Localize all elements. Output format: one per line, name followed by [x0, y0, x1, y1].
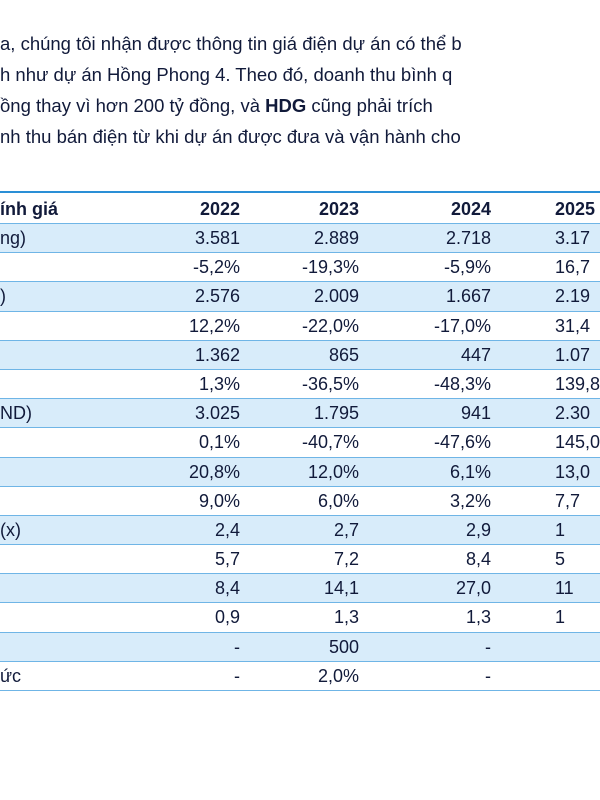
cell-2022: 8,4: [214, 578, 240, 599]
table-row: (x) 2,4 2,7 2,9 1: [0, 515, 600, 546]
table-header-row: ính giá 2022 2023 2024 2025: [0, 193, 600, 224]
cell-2024: -48,3%: [433, 373, 491, 394]
cell-2023: 2,0%: [317, 665, 359, 686]
table-row: 12,2% -22,0% -17,0% 31,4: [0, 312, 600, 341]
table-row: ND) 3.025 1.795 941 2.30: [0, 399, 600, 429]
cell-2024: -47,6%: [433, 432, 491, 453]
cell-2022: 1.362: [194, 344, 240, 365]
cell-2022: 3.581: [194, 228, 240, 248]
table-row: 1.362 865 447 1.07: [0, 340, 600, 370]
cell-2024: 1,3: [465, 607, 491, 628]
cell-2022: 20,8%: [188, 461, 240, 482]
cell-2024: 27,0: [455, 578, 491, 599]
cell-2024: 2.718: [445, 228, 491, 248]
cell-2025: 7,7: [555, 490, 581, 511]
cell-2022: 0,9: [214, 607, 240, 628]
paragraph-line-3-start: ồng thay vì hơn 200 tỷ đồng, và: [0, 95, 266, 116]
cell-2022: 0,1%: [198, 432, 240, 453]
cell-2022: 2.576: [194, 286, 240, 307]
table-row: 0,9 1,3 1,3 1: [0, 603, 600, 633]
cell-2024: 1.667: [445, 286, 491, 307]
cell-2023: 2,7: [333, 519, 359, 540]
table-row: - 500 -: [0, 632, 600, 662]
article-paragraph: a, chúng tôi nhận được thông tin giá điệ…: [0, 28, 600, 152]
cell-2024: 3,2%: [449, 490, 491, 511]
paragraph-line-2: h như dự án Hồng Phong 4. Theo đó, doanh…: [0, 64, 453, 85]
table-body: ng) 3.581 2.889 2.718 3.17 -5,2% -19,3% -5,9% 16…: [0, 224, 600, 691]
cell-2025: 1.07: [555, 344, 591, 365]
table-row: -5,2% -19,3% -5,9% 16,7: [0, 253, 600, 283]
header-year-2023: 2023: [318, 199, 359, 219]
paragraph-line-3-end: cũng phải trích: [306, 95, 433, 116]
row-label: ): [0, 286, 6, 307]
table-row: ) 2.576 2.009 1.667 2.19: [0, 282, 600, 312]
header-year-2024: 2024: [450, 199, 491, 219]
cell-2024: -17,0%: [433, 315, 491, 336]
cell-2022: 5,7: [214, 549, 240, 570]
table-row: ng) 3.581 2.889 2.718 3.17: [0, 224, 600, 254]
cell-2023: 865: [328, 344, 359, 365]
table-row: 5,7 7,2 8,4 5: [0, 545, 600, 575]
cell-2025: 2.30: [555, 403, 591, 424]
cell-2023: 2.889: [313, 228, 359, 248]
cell-2023: -19,3%: [301, 257, 359, 278]
cell-2025: 5: [555, 549, 566, 570]
cell-2023: 6,0%: [317, 490, 359, 511]
table-row: 9,0% 6,0% 3,2% 7,7: [0, 487, 600, 516]
row-label: ức: [0, 665, 22, 686]
cell-2025: 139,8: [555, 373, 600, 394]
valuation-table: ính giá 2022 2023 2024 2025 ng) 3.581 2.88…: [0, 191, 600, 691]
cell-2023: 12,0%: [307, 461, 359, 482]
cell-2022: -: [234, 665, 240, 686]
cell-2022: 3.025: [194, 403, 240, 424]
cell-2022: 9,0%: [198, 490, 240, 511]
cell-2025: 1: [555, 519, 566, 540]
cell-2024: 941: [460, 403, 491, 424]
table-row: 20,8% 12,0% 6,1% 13,0: [0, 457, 600, 487]
cell-2024: 447: [460, 344, 491, 365]
header-label: ính giá: [0, 199, 58, 219]
table-row: ức - 2,0% -: [0, 662, 600, 691]
cell-2022: 2,4: [214, 519, 240, 540]
ticker-hdg: HDG: [265, 95, 307, 116]
cell-2024: -: [485, 665, 491, 686]
cell-2023: -22,0%: [301, 315, 359, 336]
cell-2025: 13,0: [555, 461, 591, 482]
cell-2023: 2.009: [313, 286, 359, 307]
cell-2024: -5,9%: [443, 257, 491, 278]
cell-2024: -: [485, 636, 491, 657]
row-label: (x): [0, 519, 21, 540]
row-label: ng): [0, 228, 27, 248]
cell-2023: 7,2: [333, 549, 359, 570]
row-label: ND): [0, 403, 32, 424]
table-row: 1,3% -36,5% -48,3% 139,8: [0, 370, 600, 400]
paragraph-line-3: ồng thay vì hơn 200 tỷ đồng, và HDG cũng…: [0, 90, 600, 121]
cell-2023: 500: [328, 636, 359, 657]
cell-2023: 1.795: [313, 403, 359, 424]
cell-2023: 1,3: [333, 607, 359, 628]
cell-2022: -5,2%: [192, 257, 240, 278]
header-year-2025: 2025: [555, 199, 596, 219]
cell-2025: 11: [555, 578, 574, 599]
cell-2025: 145,0: [555, 432, 600, 453]
cell-2025: 2.19: [555, 286, 591, 307]
cell-2022: 12,2%: [188, 315, 240, 336]
cell-2024: 2,9: [465, 519, 491, 540]
cell-2025: 31,4: [555, 315, 591, 336]
cell-2023: 14,1: [323, 578, 359, 599]
cell-2022: 1,3%: [198, 373, 240, 394]
table-row: 8,4 14,1 27,0 11: [0, 574, 600, 604]
paragraph-line-1: a, chúng tôi nhận được thông tin giá điệ…: [0, 33, 462, 54]
cell-2023: -36,5%: [301, 373, 359, 394]
table-row: 0,1% -40,7% -47,6% 145,0: [0, 428, 600, 458]
header-year-2022: 2022: [199, 199, 240, 219]
cell-2025: 3.17: [555, 228, 591, 248]
cell-2024: 8,4: [465, 549, 491, 570]
cell-2025: 16,7: [555, 257, 591, 278]
cell-2024: 6,1%: [449, 461, 491, 482]
cell-2023: -40,7%: [301, 432, 359, 453]
cell-2022: -: [234, 636, 240, 657]
paragraph-line-4: nh thu bán điện từ khi dự án được đưa và…: [0, 126, 461, 147]
cell-2025: 1: [555, 607, 566, 628]
